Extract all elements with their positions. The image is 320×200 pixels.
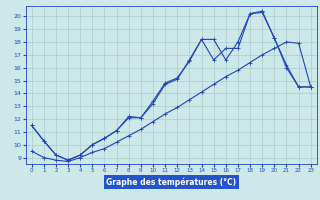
X-axis label: Graphe des températures (°C): Graphe des températures (°C) <box>106 177 236 187</box>
